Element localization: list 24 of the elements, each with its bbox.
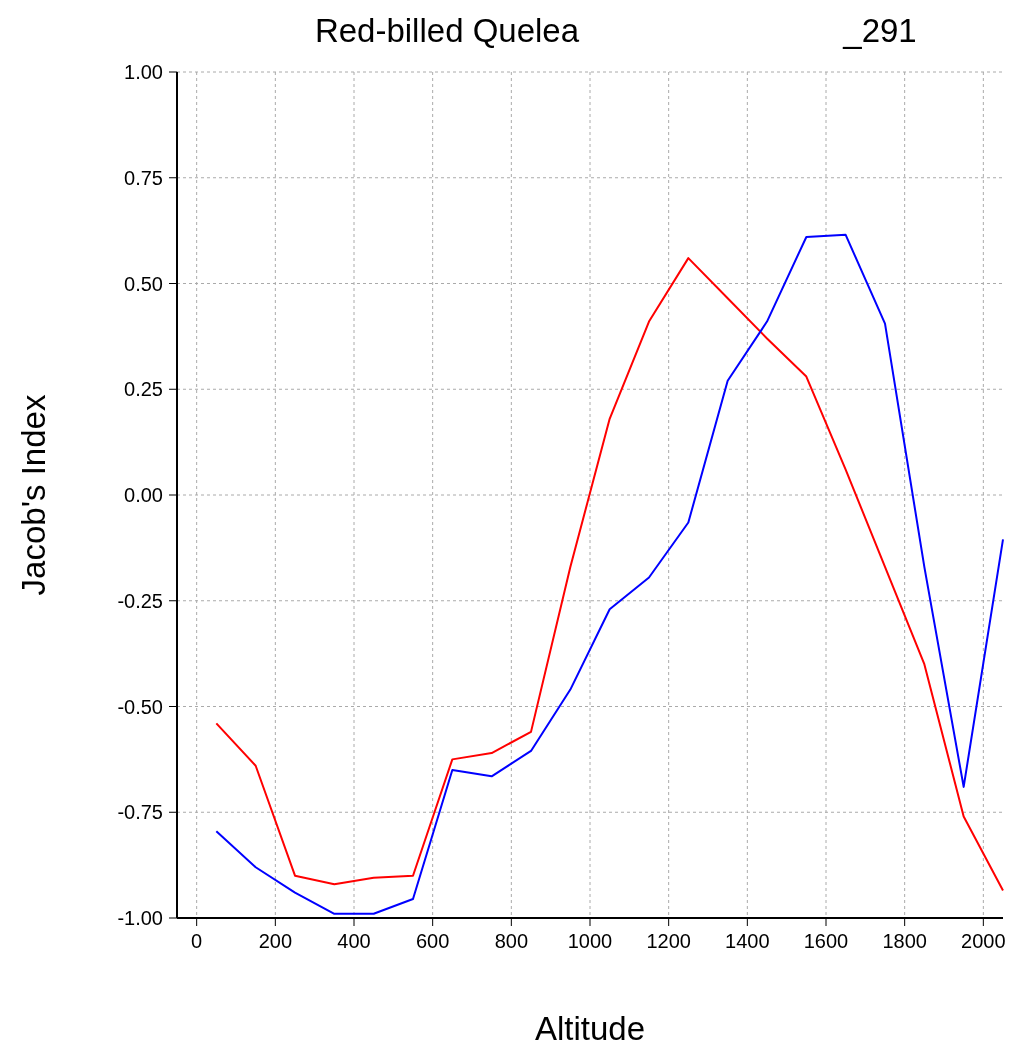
x-tick-label: 1400	[725, 930, 770, 952]
chart-subtitle: _291	[842, 12, 917, 49]
y-tick-label: -0.25	[117, 589, 163, 612]
x-tick-label: 1600	[803, 930, 849, 952]
y-tick-label: 0.25	[124, 378, 163, 401]
y-tick-label: -1.00	[117, 907, 163, 929]
y-tick-label: -0.75	[117, 801, 163, 824]
y-tick-label: -0.50	[117, 695, 163, 718]
chart-title: Red-billed Quelea	[314, 12, 580, 49]
x-tick-label: 200	[258, 930, 293, 952]
y-tick-label: 0.00	[124, 484, 163, 506]
x-tick-label: 400	[337, 930, 371, 952]
y-axis-title: Jacob's Index	[15, 394, 52, 596]
x-tick-label: 1200	[646, 930, 691, 952]
x-tick-label: 1000	[567, 930, 613, 952]
y-tick-label: 0.75	[124, 166, 163, 189]
x-tick-label: 0	[191, 930, 203, 952]
x-tick-label: 2000	[961, 930, 1006, 952]
x-tick-label: 1800	[882, 930, 927, 952]
y-tick-label: 1.00	[124, 61, 163, 83]
x-axis-title: Altitude	[534, 1010, 646, 1047]
x-tick-label: 600	[415, 930, 450, 952]
x-tick-label: 800	[494, 930, 529, 952]
y-tick-label: 0.50	[124, 272, 163, 295]
